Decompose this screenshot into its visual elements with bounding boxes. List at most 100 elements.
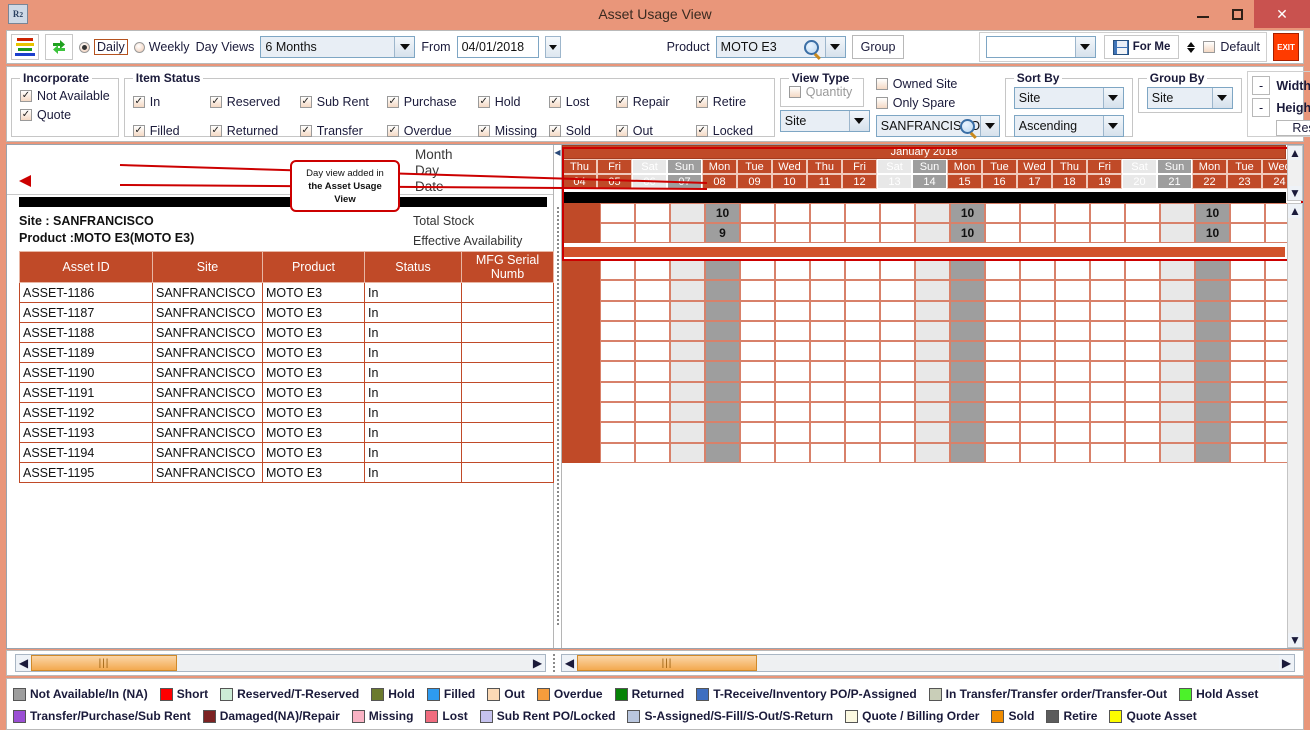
column-header[interactable]: Status (364, 251, 462, 283)
timeline-cell[interactable] (740, 341, 775, 362)
view-scope-select[interactable]: Site (779, 110, 870, 132)
checkbox-returned[interactable]: ✓ Returned (209, 124, 295, 138)
timeline-cell[interactable] (705, 442, 740, 463)
timeline-cell[interactable] (740, 300, 775, 321)
timeline-row[interactable] (562, 442, 1303, 463)
timeline-cell[interactable] (600, 260, 635, 281)
timeline-cell[interactable] (985, 442, 1020, 463)
timeline-row[interactable] (562, 260, 1303, 281)
search-icon[interactable] (803, 40, 819, 55)
timeline-cell[interactable] (600, 300, 635, 321)
timeline-cell[interactable] (1230, 320, 1265, 342)
timeline-cell[interactable] (1055, 320, 1090, 342)
timeline-cell[interactable] (1125, 442, 1160, 463)
timeline-cell[interactable] (1055, 422, 1090, 443)
timeline-cell[interactable] (1020, 422, 1055, 443)
checkbox-lost[interactable]: ✓ Lost (548, 95, 611, 109)
table-row[interactable]: ASSET-1191 SANFRANCISCO MOTO E3 In (19, 382, 554, 403)
timeline-cell[interactable] (1090, 402, 1125, 423)
timeline-cell[interactable] (705, 280, 740, 301)
timeline-cell[interactable] (600, 402, 635, 423)
table-row[interactable]: ASSET-1187 SANFRANCISCO MOTO E3 In (19, 302, 554, 323)
timeline-cell[interactable] (740, 260, 775, 281)
timeline-cell[interactable] (880, 320, 915, 342)
sort-direction-select[interactable]: Ascending (1013, 115, 1124, 137)
splitter-collapse-icon[interactable]: ◀ (554, 148, 561, 157)
timeline-cell[interactable] (880, 341, 915, 362)
timeline-cell[interactable] (810, 361, 845, 382)
chevron-down-icon[interactable] (824, 37, 845, 57)
timeline-cell[interactable] (635, 361, 670, 382)
timeline-cell[interactable] (915, 422, 950, 443)
timeline-cell[interactable] (1090, 300, 1125, 321)
timeline-cell[interactable] (810, 320, 845, 342)
timeline-cell[interactable] (1125, 300, 1160, 321)
timeline-cell[interactable] (1160, 381, 1195, 403)
timeline-cell[interactable] (1090, 422, 1125, 443)
timeline-cell[interactable] (1230, 300, 1265, 321)
timeline-cell[interactable] (740, 402, 775, 423)
timeline-cell[interactable] (810, 280, 845, 301)
timeline-cell[interactable] (600, 361, 635, 382)
timeline-cell[interactable] (775, 442, 810, 463)
timeline-cell[interactable] (950, 381, 985, 403)
width-minus-button[interactable]: - (1251, 76, 1271, 95)
timeline-cell[interactable] (1160, 320, 1195, 342)
bar-chart-icon[interactable] (11, 34, 39, 60)
timeline-cell[interactable] (950, 442, 985, 463)
timeline-row[interactable] (562, 422, 1303, 443)
checkbox-purchase[interactable]: ✓ Purchase (386, 95, 473, 109)
timeline-cell[interactable] (810, 381, 845, 403)
scroll-thumb[interactable]: ||| (31, 655, 177, 671)
column-header[interactable]: Product (262, 251, 365, 283)
timeline-cell[interactable] (1230, 280, 1265, 301)
timeline-cell[interactable] (950, 280, 985, 301)
timeline-cell[interactable] (635, 381, 670, 403)
timeline-cell[interactable] (1125, 422, 1160, 443)
timeline-body-scrollbar[interactable]: ▲ ▼ (1287, 203, 1303, 648)
timeline-cell[interactable] (1160, 361, 1195, 382)
timeline-cell[interactable] (1125, 361, 1160, 382)
timeline-row[interactable] (562, 381, 1303, 403)
timeline-cell[interactable] (600, 320, 635, 342)
timeline-cell[interactable] (880, 280, 915, 301)
timeline-cell[interactable] (845, 280, 880, 301)
timeline-cell[interactable] (1055, 280, 1090, 301)
timeline-cell[interactable] (635, 341, 670, 362)
timeline-cell[interactable] (635, 422, 670, 443)
timeline-cell[interactable] (950, 341, 985, 362)
table-row[interactable]: ASSET-1186 SANFRANCISCO MOTO E3 In (19, 282, 554, 303)
timeline-cell[interactable] (845, 361, 880, 382)
checkbox-quantity[interactable]: Quantity (788, 85, 855, 99)
refresh-icon[interactable] (45, 34, 73, 60)
checkbox-retire[interactable]: ✓ Retire (695, 95, 766, 109)
timeline-cell[interactable] (705, 260, 740, 281)
timeline-cell[interactable] (880, 361, 915, 382)
timeline-cell[interactable] (1195, 320, 1230, 342)
timeline-cell[interactable] (740, 442, 775, 463)
timeline-cell[interactable] (1020, 260, 1055, 281)
timeline-cell[interactable] (1195, 402, 1230, 423)
pane-splitter[interactable]: ◀ (553, 145, 562, 648)
timeline-cell[interactable] (1195, 422, 1230, 443)
for-me-button[interactable]: For Me (1103, 35, 1180, 59)
timeline-cell[interactable] (775, 422, 810, 443)
checkbox-overdue[interactable]: ✓ Overdue (386, 124, 473, 138)
timeline-cell[interactable] (1160, 422, 1195, 443)
timeline-cell[interactable] (670, 361, 705, 382)
timeline-cell[interactable] (1160, 300, 1195, 321)
site-select[interactable]: SANFRANCISCO (875, 115, 1000, 137)
timeline-cell[interactable] (1195, 361, 1230, 382)
timeline-cell[interactable] (1195, 280, 1230, 301)
timeline-cell[interactable] (845, 402, 880, 423)
timeline-cell[interactable] (1020, 402, 1055, 423)
timeline-cell[interactable] (985, 402, 1020, 423)
timeline-cell[interactable] (1090, 260, 1125, 281)
timeline-cell[interactable] (1055, 361, 1090, 382)
checkbox-reserved[interactable]: ✓ Reserved (209, 95, 295, 109)
timeline-row[interactable] (562, 402, 1303, 423)
checkbox-out[interactable]: ✓ Out (615, 124, 691, 138)
reset-button[interactable]: Reset (1275, 120, 1310, 136)
timeline-cell[interactable] (915, 260, 950, 281)
timeline-cell[interactable] (880, 402, 915, 423)
